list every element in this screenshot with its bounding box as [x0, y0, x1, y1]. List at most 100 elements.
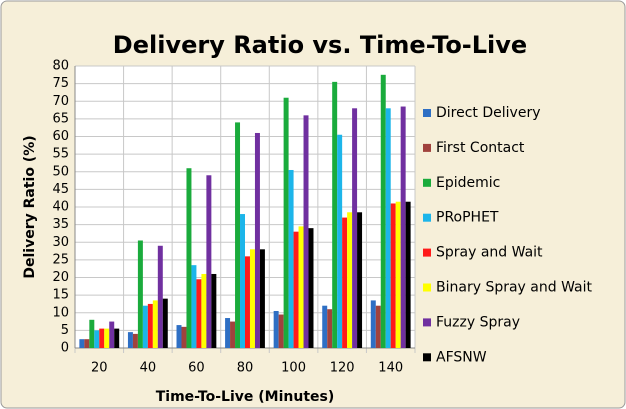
y-tick-label: 60	[52, 129, 69, 144]
bar	[322, 305, 328, 348]
bar	[191, 265, 197, 348]
bar	[109, 321, 115, 348]
y-tick-label: 30	[52, 235, 69, 250]
y-tick-label: 75	[52, 76, 69, 91]
legend-swatch	[423, 318, 431, 327]
bar	[370, 300, 376, 348]
bar	[142, 305, 148, 348]
bar	[89, 319, 95, 348]
y-axis-title: Delivery Ratio (%)	[22, 135, 38, 278]
bar	[347, 212, 353, 348]
bar	[298, 226, 304, 348]
bar	[342, 217, 348, 348]
bar	[245, 256, 250, 348]
y-tick-label: 80	[52, 59, 69, 74]
bar	[152, 300, 158, 348]
x-tick-label: 100	[281, 361, 306, 376]
bar	[327, 309, 333, 348]
legend-swatch	[423, 353, 431, 362]
legend-label: Direct Delivery	[436, 105, 540, 121]
bar	[162, 298, 168, 348]
y-tick-label: 55	[52, 147, 69, 162]
bar	[308, 228, 314, 348]
bar	[94, 330, 100, 348]
y-tick-label: 50	[52, 164, 69, 179]
bar	[225, 318, 231, 348]
legend-swatch	[423, 283, 431, 292]
bar	[259, 249, 265, 348]
bar	[254, 132, 260, 348]
legend-label: Spray and Wait	[436, 245, 543, 261]
y-tick-label: 5	[61, 323, 69, 338]
bar	[186, 168, 192, 348]
bar	[283, 97, 289, 348]
x-tick-label: 40	[140, 361, 157, 376]
bar	[332, 81, 338, 349]
legend-label: Binary Spray and Wait	[436, 280, 592, 296]
x-tick-label: 60	[188, 361, 205, 376]
bar	[395, 201, 401, 348]
bar	[201, 273, 207, 348]
legend-swatch	[423, 109, 431, 117]
bar	[352, 108, 358, 348]
bar	[137, 240, 143, 348]
x-axis-title: Time-To-Live (Minutes)	[156, 389, 335, 405]
legend-label: First Contact	[436, 140, 525, 156]
bar	[380, 74, 386, 348]
legend-label: AFSNW	[436, 349, 487, 365]
bar	[278, 314, 284, 348]
legend-label: PRoPHET	[436, 210, 499, 226]
y-tick-label: 45	[52, 182, 69, 197]
bar	[132, 333, 138, 348]
bar	[249, 249, 255, 348]
bar	[157, 245, 163, 348]
chart-title: Delivery Ratio vs. Time-To-Live	[113, 31, 527, 59]
bar	[206, 175, 212, 348]
x-tick-label: 140	[378, 361, 403, 376]
bar	[114, 328, 120, 348]
bar	[405, 201, 411, 348]
bar	[385, 108, 391, 348]
bar	[104, 328, 110, 348]
bar	[235, 122, 241, 349]
legend-swatch	[423, 178, 431, 187]
legend-swatch	[423, 213, 431, 222]
bar	[181, 326, 187, 348]
x-tick-label: 120	[330, 361, 355, 376]
bar	[240, 214, 245, 348]
x-tick-label: 20	[91, 361, 108, 376]
y-tick-label: 10	[52, 305, 69, 320]
y-tick-label: 20	[52, 270, 69, 285]
bar	[337, 134, 343, 348]
bar	[127, 332, 133, 348]
bar	[211, 273, 217, 348]
bar	[79, 339, 85, 348]
bar	[84, 339, 90, 348]
bar	[176, 325, 182, 348]
bar	[390, 203, 396, 348]
y-tick-label: 40	[52, 200, 69, 215]
bar	[303, 115, 309, 348]
bar	[375, 305, 381, 348]
bar	[99, 328, 105, 348]
y-tick-label: 15	[52, 288, 69, 303]
y-tick-label: 70	[52, 94, 69, 109]
y-tick-label: 65	[52, 111, 69, 126]
bar	[230, 321, 236, 348]
bar	[288, 169, 294, 348]
x-tick-label: 80	[237, 361, 254, 376]
bar	[400, 106, 406, 348]
legend-swatch	[423, 143, 431, 152]
y-tick-label: 0	[61, 341, 69, 356]
bar	[273, 310, 279, 348]
legend-label: Fuzzy Spray	[436, 314, 520, 330]
y-tick-label: 35	[52, 217, 69, 232]
bar	[357, 212, 363, 348]
bar	[196, 279, 202, 348]
bar	[147, 303, 153, 348]
legend-swatch	[423, 248, 431, 257]
y-tick-label: 25	[52, 252, 69, 267]
bar	[293, 231, 299, 348]
legend-label: Epidemic	[436, 175, 500, 191]
